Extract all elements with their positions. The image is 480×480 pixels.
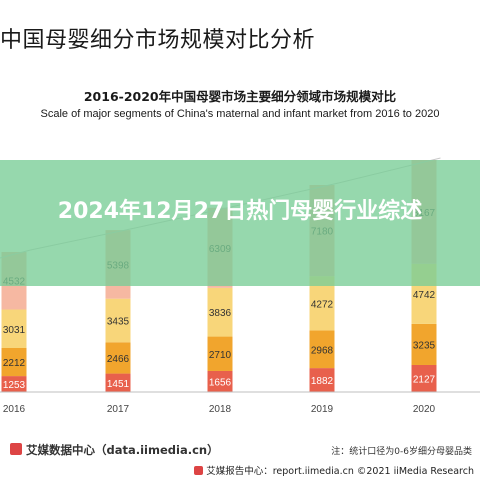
data-label-2020-s1: 2127: [413, 374, 436, 385]
overlay-title: 2024年12月27日热门母婴行业综述: [57, 199, 423, 224]
watermark-text: 艾媒报告中心：report.iimedia.cn ©2021 iiMedia R…: [206, 466, 474, 477]
watermark: 艾媒报告中心：report.iimedia.cn ©2021 iiMedia R…: [194, 463, 474, 477]
data-label-2019-s3: 4272: [311, 299, 334, 310]
iimedia-small-logo-icon: [194, 466, 204, 475]
bar-2018-s3: [207, 287, 233, 337]
bar-2016-s3: [1, 309, 27, 349]
x-tick-2018: 2018: [209, 404, 232, 415]
bar-2017-s1: [105, 373, 131, 392]
iimedia-logo-icon: [10, 443, 22, 455]
page-title: 中国母婴细分市场规模对比分析: [0, 28, 316, 53]
x-axis: 2016 2017 2018 2019 2020: [0, 391, 480, 415]
x-tick-2020: 2020: [413, 404, 436, 415]
x-tick-2016: 2016: [3, 404, 26, 415]
bar-2017-s2: [105, 342, 131, 374]
bar-2020-s2: [411, 323, 437, 365]
data-label-2020-s2: 3235: [413, 340, 436, 351]
data-label-2016-s2: 2212: [3, 358, 26, 369]
source-credit: 艾媒数据中心（data.iimedia.cn）: [10, 442, 219, 458]
x-tick-2019: 2019: [311, 404, 334, 415]
chart-title: 2016-2020年中国母婴市场主要细分领域市场规模对比: [83, 89, 397, 104]
bar-2019-s2: [309, 330, 335, 369]
data-label-2017-s2: 2466: [107, 354, 130, 365]
data-label-2016-s3: 3031: [3, 325, 26, 336]
data-label-2019-s2: 2968: [311, 345, 334, 356]
bar-2017-s3: [105, 298, 131, 343]
data-label-2018-s2: 2710: [209, 350, 232, 361]
source-text: 艾媒数据中心（data.iimedia.cn）: [26, 443, 219, 457]
bar-2018-s1: [207, 370, 233, 392]
footnote: 注：统计口径为0-6岁细分母婴品类: [331, 447, 472, 457]
chart-subtitle: Scale of major segments of China's mater…: [40, 108, 440, 120]
bar-2018-s2: [207, 336, 233, 371]
data-label-2019-s1: 1882: [311, 376, 334, 387]
data-label-2018-s3: 3836: [209, 308, 232, 319]
data-label-2017-s1: 1451: [107, 379, 130, 390]
bar-2020-s1: [411, 364, 437, 392]
bar-2019-s1: [309, 368, 335, 392]
data-label-2016-s1: 1253: [3, 380, 26, 391]
data-label-2017-s3: 3435: [107, 316, 130, 327]
bar-2016-s1: [1, 376, 27, 392]
data-label-2018-s1: 1656: [209, 377, 232, 388]
title-overlay-band: [0, 160, 480, 286]
x-tick-2017: 2017: [107, 404, 130, 415]
bar-2016-s2: [1, 348, 27, 377]
data-label-2020-s3: 4742: [413, 290, 436, 301]
